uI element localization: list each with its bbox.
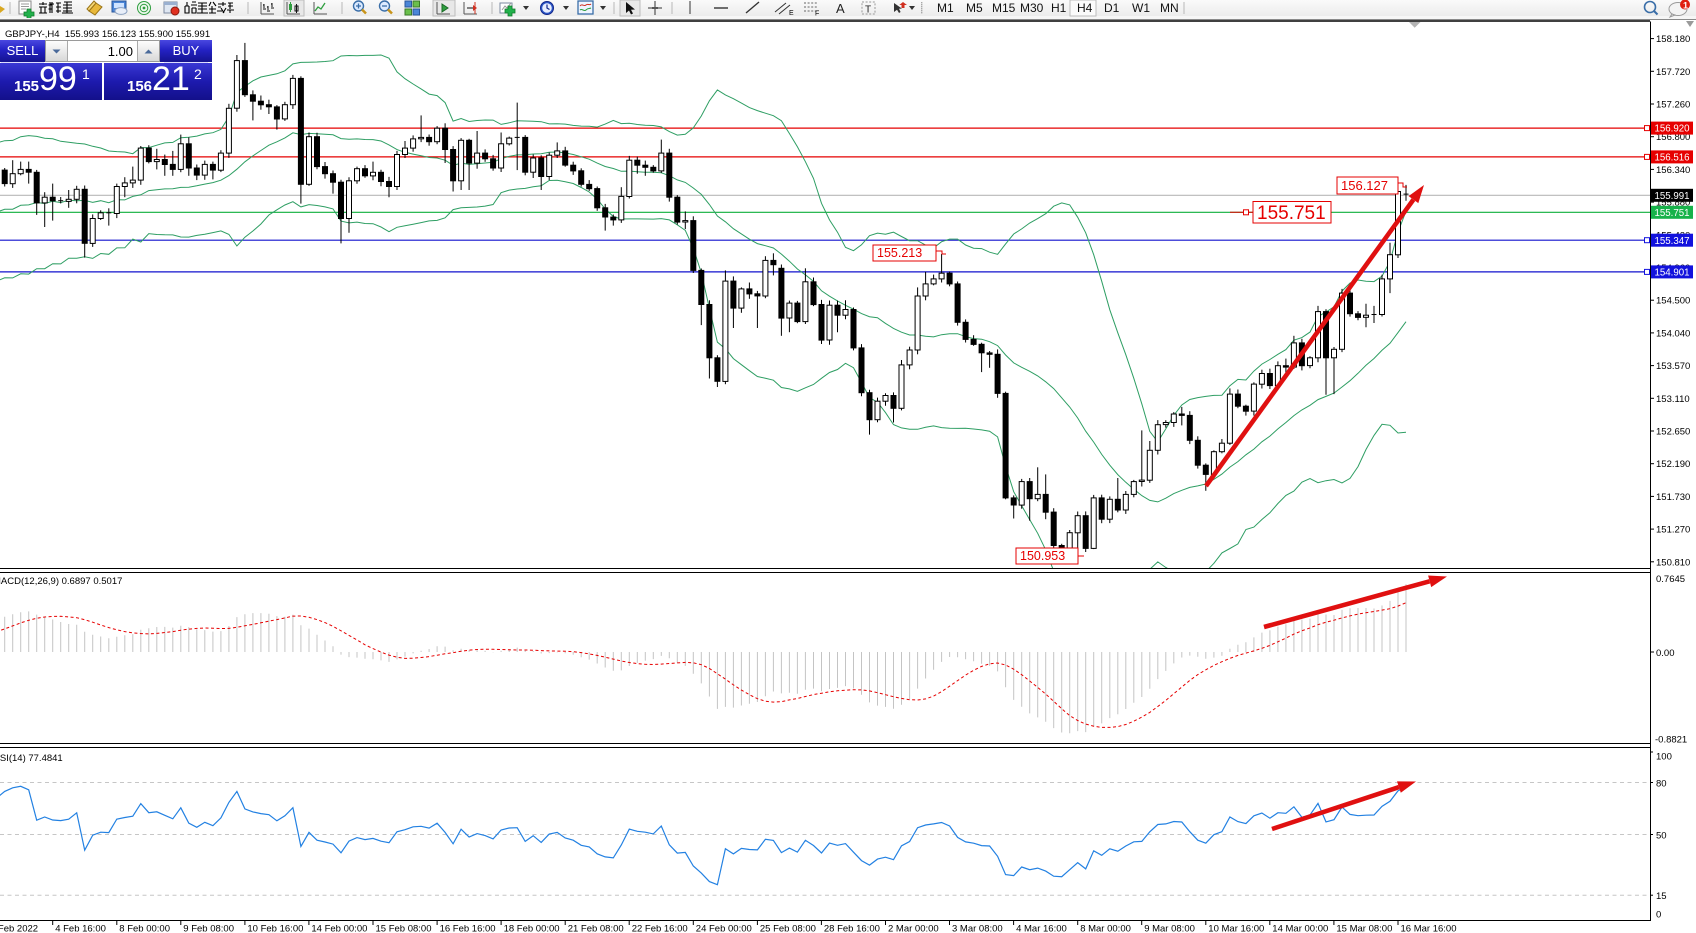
svg-text:157.260: 157.260 (1656, 100, 1690, 111)
svg-text:H1: H1 (1051, 1, 1067, 15)
svg-text:15 Mar 08:00: 15 Mar 08:00 (1336, 924, 1392, 933)
svg-text:T: T (865, 5, 871, 16)
svg-text:3 Feb 2022: 3 Feb 2022 (0, 924, 38, 933)
svg-text:158.180: 158.180 (1656, 34, 1690, 45)
svg-text:24 Feb 00:00: 24 Feb 00:00 (696, 924, 752, 933)
svg-text:21 Feb 08:00: 21 Feb 08:00 (568, 924, 624, 933)
svg-text:156.800: 156.800 (1656, 132, 1690, 143)
svg-text:RSI(14) 77.4841: RSI(14) 77.4841 (0, 753, 63, 764)
svg-text:F: F (815, 11, 819, 18)
svg-text:10 Mar 16:00: 10 Mar 16:00 (1208, 924, 1264, 933)
svg-text:14 Feb 00:00: 14 Feb 00:00 (311, 924, 367, 933)
svg-text:W1: W1 (1132, 1, 1150, 15)
svg-text:8 Feb 00:00: 8 Feb 00:00 (119, 924, 170, 933)
svg-text:155.880: 155.880 (1656, 198, 1690, 209)
svg-text:H4: H4 (1077, 1, 1093, 15)
svg-text:M15: M15 (992, 1, 1016, 15)
svg-text:1: 1 (1683, 1, 1688, 11)
svg-text:0.7645: 0.7645 (1656, 574, 1685, 585)
svg-text:8 Mar 00:00: 8 Mar 00:00 (1080, 924, 1131, 933)
svg-text:25 Feb 08:00: 25 Feb 08:00 (760, 924, 816, 933)
svg-text:2 Mar 00:00: 2 Mar 00:00 (888, 924, 939, 933)
svg-text:152.190: 152.190 (1656, 459, 1690, 470)
svg-text:D1: D1 (1104, 1, 1120, 15)
svg-text:9 Feb 08:00: 9 Feb 08:00 (183, 924, 234, 933)
svg-text:18 Feb 00:00: 18 Feb 00:00 (504, 924, 560, 933)
svg-text:150.953: 150.953 (1020, 549, 1065, 563)
svg-text:MN: MN (1160, 1, 1179, 15)
svg-text:16 Feb 16:00: 16 Feb 16:00 (440, 924, 496, 933)
svg-text:151.730: 151.730 (1656, 492, 1690, 503)
svg-text:154.901: 154.901 (1655, 268, 1690, 279)
svg-text:155.991: 155.991 (1655, 191, 1690, 202)
svg-text:E: E (789, 10, 794, 17)
svg-text:16 Mar 16:00: 16 Mar 16:00 (1401, 924, 1457, 933)
svg-text:155.751: 155.751 (1655, 208, 1690, 219)
svg-text:157.720: 157.720 (1656, 67, 1690, 78)
svg-text:GBPJPY-,H4 155.993 156.123 15: GBPJPY-,H4 155.993 156.123 155.900 155.9… (5, 29, 210, 40)
svg-text:152.650: 152.650 (1656, 427, 1690, 438)
svg-text:4 Mar 16:00: 4 Mar 16:00 (1016, 924, 1067, 933)
svg-text:156.516: 156.516 (1655, 153, 1690, 164)
svg-text:155.213: 155.213 (877, 246, 922, 260)
svg-text:156.340: 156.340 (1656, 165, 1690, 176)
svg-text:155.347: 155.347 (1655, 236, 1690, 247)
svg-text:151.270: 151.270 (1656, 525, 1690, 536)
svg-text:0.00: 0.00 (1656, 648, 1675, 659)
svg-text:156.127: 156.127 (1341, 178, 1388, 193)
svg-text:M5: M5 (966, 1, 983, 15)
svg-text:10 Feb 16:00: 10 Feb 16:00 (247, 924, 303, 933)
svg-text:M1: M1 (937, 1, 954, 15)
svg-text:MACD(12,26,9) 0.6897 0.5017: MACD(12,26,9) 0.6897 0.5017 (0, 576, 122, 587)
svg-text:155.751: 155.751 (1257, 203, 1326, 224)
svg-text:150.810: 150.810 (1656, 557, 1690, 568)
svg-text:154.040: 154.040 (1656, 328, 1690, 339)
svg-text:153.570: 153.570 (1656, 361, 1690, 372)
svg-text:A: A (836, 1, 845, 16)
svg-text:154.500: 154.500 (1656, 296, 1690, 307)
svg-text:3 Mar 08:00: 3 Mar 08:00 (952, 924, 1003, 933)
svg-text:22 Feb 16:00: 22 Feb 16:00 (632, 924, 688, 933)
svg-text:15 Feb 08:00: 15 Feb 08:00 (376, 924, 432, 933)
svg-text:-0.8821: -0.8821 (1655, 735, 1687, 746)
svg-text:0: 0 (1656, 910, 1661, 921)
svg-text:14 Mar 00:00: 14 Mar 00:00 (1272, 924, 1328, 933)
svg-text:M30: M30 (1020, 1, 1044, 15)
svg-text:9 Mar 08:00: 9 Mar 08:00 (1144, 924, 1195, 933)
svg-text:80: 80 (1656, 778, 1667, 789)
svg-text:28 Feb 16:00: 28 Feb 16:00 (824, 924, 880, 933)
svg-text:100: 100 (1656, 752, 1672, 763)
svg-text:50: 50 (1656, 830, 1667, 841)
svg-text:15: 15 (1656, 891, 1667, 902)
svg-text:153.110: 153.110 (1656, 394, 1690, 405)
svg-text:4 Feb 16:00: 4 Feb 16:00 (55, 924, 106, 933)
svg-text:156.920: 156.920 (1655, 124, 1691, 135)
